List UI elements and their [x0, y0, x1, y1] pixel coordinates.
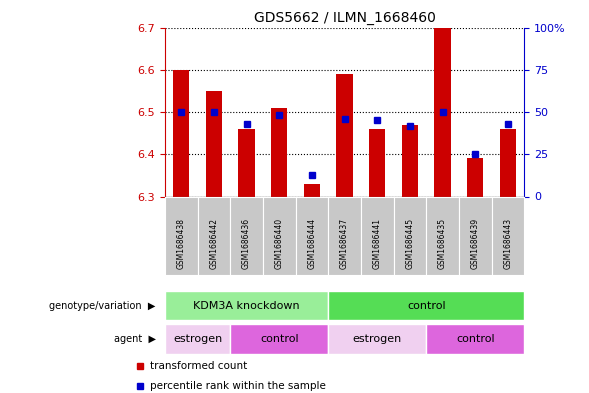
Text: control: control — [407, 301, 445, 310]
Bar — [467, 158, 484, 196]
Text: GSM1686436: GSM1686436 — [242, 218, 251, 269]
Bar — [369, 129, 385, 196]
Text: genotype/variation  ▶: genotype/variation ▶ — [49, 301, 156, 310]
Text: estrogen: estrogen — [173, 334, 222, 344]
Text: GSM1686445: GSM1686445 — [405, 218, 415, 269]
Text: GSM1686443: GSM1686443 — [504, 218, 512, 269]
Text: GSM1686441: GSM1686441 — [373, 218, 382, 269]
Text: estrogen: estrogen — [353, 334, 402, 344]
Text: agent  ▶: agent ▶ — [114, 334, 156, 344]
Text: GSM1686440: GSM1686440 — [274, 218, 284, 269]
Bar — [239, 129, 255, 196]
Text: GSM1686442: GSM1686442 — [210, 218, 219, 269]
Bar — [271, 108, 287, 196]
Bar — [206, 91, 222, 196]
Title: GDS5662 / ILMN_1668460: GDS5662 / ILMN_1668460 — [254, 11, 435, 25]
Bar — [173, 70, 190, 196]
Text: transformed count: transformed count — [150, 362, 247, 371]
Text: GSM1686444: GSM1686444 — [307, 218, 316, 269]
Bar — [435, 28, 451, 196]
Text: GSM1686439: GSM1686439 — [471, 218, 479, 269]
Text: control: control — [456, 334, 495, 344]
Text: control: control — [260, 334, 299, 344]
Text: percentile rank within the sample: percentile rank within the sample — [150, 381, 326, 391]
Text: GSM1686438: GSM1686438 — [177, 218, 186, 269]
Bar — [499, 129, 516, 196]
Text: GSM1686437: GSM1686437 — [340, 218, 349, 269]
Bar — [304, 184, 320, 196]
Text: KDM3A knockdown: KDM3A knockdown — [193, 301, 300, 310]
Bar — [336, 74, 353, 196]
Bar — [402, 125, 418, 196]
Text: GSM1686435: GSM1686435 — [438, 218, 447, 269]
